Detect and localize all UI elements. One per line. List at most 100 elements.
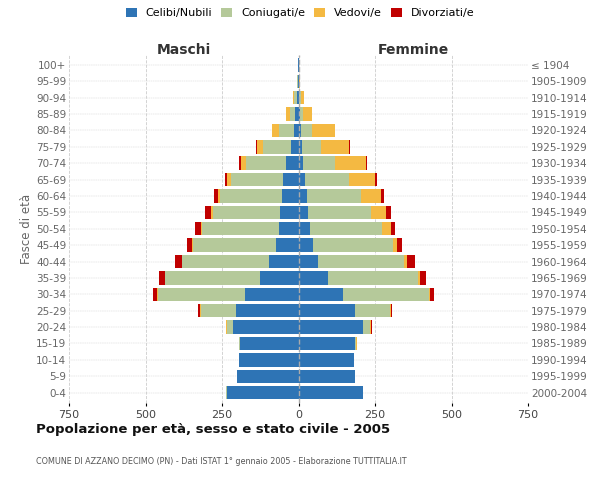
Bar: [294, 91, 296, 104]
Bar: [307, 189, 361, 202]
Bar: [159, 271, 165, 284]
Bar: [366, 156, 367, 170]
Bar: [299, 108, 300, 120]
Bar: [386, 206, 391, 219]
Bar: [355, 337, 356, 350]
Bar: [311, 124, 335, 137]
Text: Femmine: Femmine: [377, 44, 449, 58]
Bar: [299, 140, 302, 153]
Bar: [300, 108, 303, 120]
Bar: [349, 173, 375, 186]
Bar: [220, 189, 281, 202]
Bar: [200, 304, 236, 318]
Bar: [419, 271, 426, 284]
Bar: [247, 156, 286, 170]
Bar: [245, 288, 299, 301]
Bar: [295, 108, 299, 120]
Bar: [380, 189, 384, 202]
Bar: [280, 206, 299, 219]
Bar: [275, 238, 299, 252]
Bar: [393, 238, 397, 252]
Bar: [263, 140, 291, 153]
Bar: [231, 173, 283, 186]
Bar: [299, 353, 353, 366]
Legend: Celibi/Nubili, Coniugati/e, Vedovi/e, Divorziati/e: Celibi/Nubili, Coniugati/e, Vedovi/e, Di…: [124, 6, 476, 20]
Bar: [293, 91, 294, 104]
Bar: [308, 206, 371, 219]
Bar: [211, 206, 213, 219]
Bar: [298, 74, 299, 88]
Bar: [299, 386, 363, 400]
Bar: [202, 222, 278, 235]
Bar: [301, 91, 304, 104]
Bar: [299, 288, 343, 301]
Bar: [335, 156, 366, 170]
Bar: [182, 255, 269, 268]
Bar: [428, 288, 430, 301]
Bar: [260, 271, 299, 284]
Bar: [299, 91, 301, 104]
Bar: [199, 304, 200, 318]
Bar: [269, 255, 299, 268]
Bar: [349, 140, 350, 153]
Bar: [227, 173, 231, 186]
Bar: [382, 222, 391, 235]
Bar: [305, 173, 349, 186]
Bar: [299, 173, 305, 186]
Bar: [328, 271, 418, 284]
Bar: [239, 353, 299, 366]
Bar: [294, 124, 299, 137]
Bar: [214, 189, 218, 202]
Bar: [152, 288, 157, 301]
Bar: [290, 108, 295, 120]
Bar: [361, 189, 380, 202]
Bar: [241, 156, 247, 170]
Bar: [375, 173, 377, 186]
Bar: [193, 238, 275, 252]
Bar: [213, 206, 280, 219]
Bar: [299, 370, 355, 383]
Bar: [301, 124, 311, 137]
Bar: [310, 222, 382, 235]
Bar: [299, 74, 300, 88]
Bar: [299, 124, 301, 137]
Bar: [418, 271, 419, 284]
Bar: [303, 156, 335, 170]
Bar: [355, 304, 391, 318]
Bar: [430, 288, 434, 301]
Bar: [407, 255, 415, 268]
Bar: [278, 124, 294, 137]
Bar: [165, 271, 166, 284]
Bar: [238, 370, 299, 383]
Bar: [313, 238, 393, 252]
Bar: [404, 255, 407, 268]
Bar: [370, 320, 371, 334]
Bar: [281, 189, 299, 202]
Text: COMUNE DI AZZANO DECIMO (PN) - Dati ISTAT 1° gennaio 2005 - Elaborazione TUTTITA: COMUNE DI AZZANO DECIMO (PN) - Dati ISTA…: [36, 458, 407, 466]
Bar: [397, 238, 402, 252]
Bar: [297, 74, 298, 88]
Text: Popolazione per età, sesso e stato civile - 2005: Popolazione per età, sesso e stato civil…: [36, 422, 390, 436]
Bar: [286, 108, 290, 120]
Bar: [299, 255, 319, 268]
Bar: [283, 173, 299, 186]
Bar: [256, 140, 257, 153]
Bar: [299, 337, 355, 350]
Bar: [195, 222, 200, 235]
Bar: [391, 304, 392, 318]
Bar: [299, 189, 307, 202]
Bar: [299, 320, 363, 334]
Bar: [371, 206, 386, 219]
Bar: [200, 222, 202, 235]
Bar: [343, 288, 428, 301]
Bar: [302, 140, 322, 153]
Bar: [236, 304, 299, 318]
Bar: [319, 255, 404, 268]
Bar: [299, 156, 303, 170]
Bar: [286, 156, 299, 170]
Bar: [291, 140, 299, 153]
Bar: [175, 255, 182, 268]
Bar: [239, 156, 241, 170]
Bar: [391, 222, 395, 235]
Bar: [205, 206, 211, 219]
